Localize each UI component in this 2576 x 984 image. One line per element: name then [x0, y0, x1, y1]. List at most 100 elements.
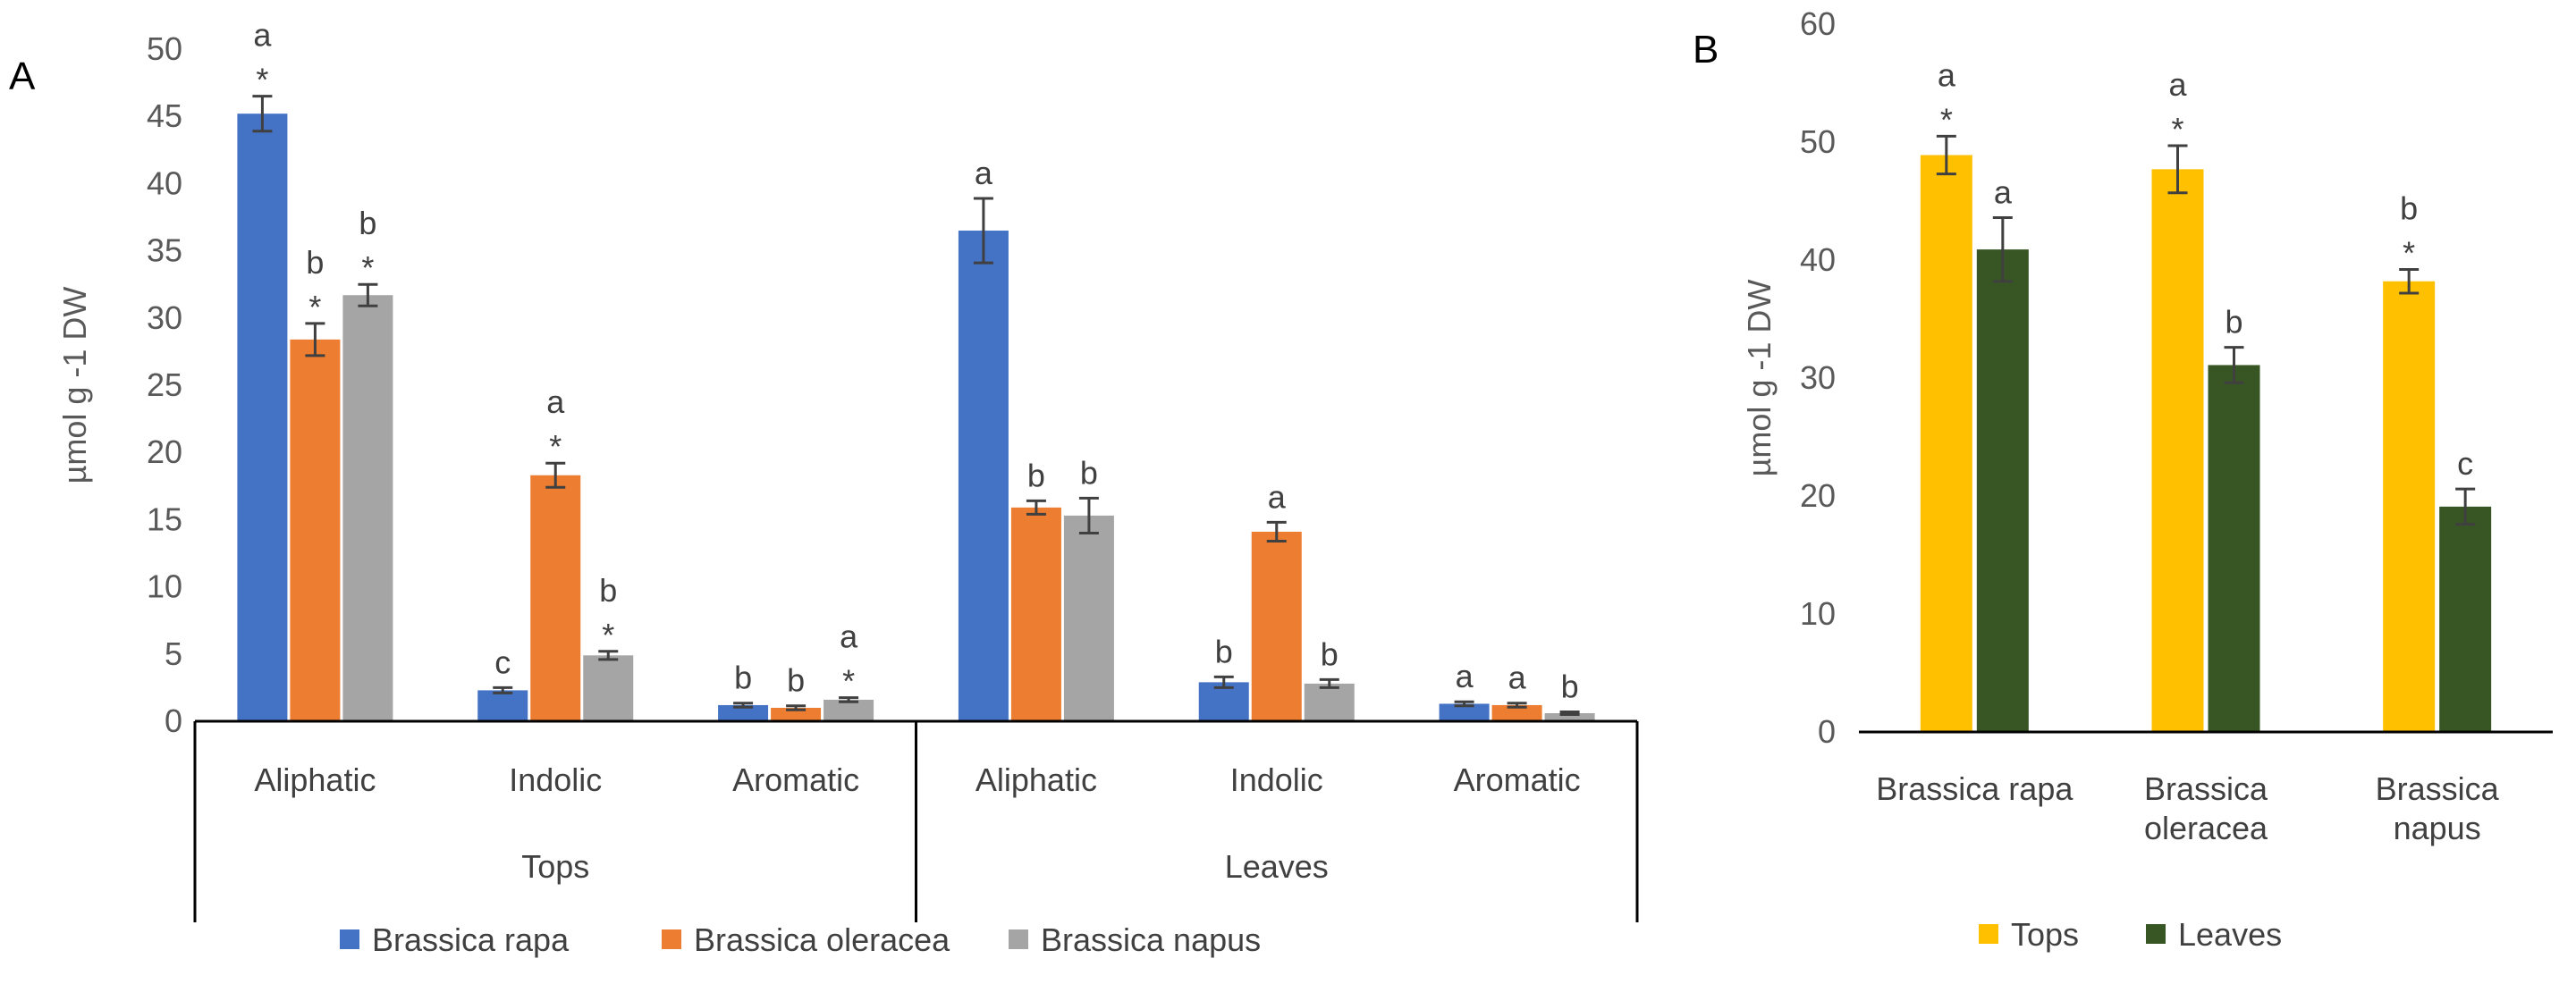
significance-letter: b	[787, 662, 805, 699]
significance-letter: b	[1215, 633, 1233, 669]
significance-letter: a	[546, 383, 565, 420]
bar	[1976, 249, 2029, 732]
x-group-label: Tops	[521, 848, 589, 885]
bar	[2439, 506, 2492, 732]
y-axis-title: µmol g -1 DW	[1741, 280, 1778, 477]
significance-star: *	[256, 62, 268, 98]
significance-letter: a	[975, 155, 993, 191]
bar	[1251, 531, 1302, 721]
bar	[2208, 365, 2260, 732]
y-tick-label: 25	[147, 366, 182, 403]
legend-swatch	[2146, 924, 2166, 944]
y-tick-label: 50	[1800, 123, 1836, 160]
significance-letter: b	[1321, 635, 1339, 672]
bar	[718, 704, 769, 721]
bar	[1491, 704, 1542, 721]
legend-label: Brassica oleracea	[694, 921, 950, 958]
significance-star: *	[2403, 235, 2415, 272]
significance-letter: c	[2457, 445, 2473, 482]
significance-letter: a	[1994, 173, 2013, 210]
y-tick-label: 60	[1800, 5, 1836, 42]
significance-star: *	[308, 289, 321, 325]
y-tick-label: 10	[1800, 595, 1836, 632]
y-tick-label: 40	[1800, 241, 1836, 278]
chart-b: 0 10 20 30 40 50 60 µmol g -1 DW * a * a * b a b c Brassi…	[1741, 5, 2553, 953]
y-tick-label: 10	[147, 568, 182, 605]
bar	[1304, 683, 1355, 721]
significance-letter: a	[1938, 56, 1956, 93]
bar	[958, 231, 1009, 721]
bar	[2383, 281, 2436, 732]
significance-letter: b	[2400, 190, 2418, 227]
x-category-label: Brassica oleracea	[2144, 770, 2268, 846]
y-axis-title: µmol g -1 DW	[56, 287, 93, 484]
x-category-label: Indolic	[1230, 761, 1323, 798]
bar	[290, 339, 341, 721]
legend-swatch	[1009, 929, 1028, 949]
y-tick-label: 40	[147, 164, 182, 201]
bar	[1544, 712, 1595, 721]
significance-letter: b	[2225, 304, 2242, 341]
legend-swatch	[662, 929, 681, 949]
x-category-label: Aliphatic	[976, 761, 1097, 798]
significance-letter: a	[253, 17, 272, 54]
x-category-label: Indolic	[509, 761, 602, 798]
bar	[477, 690, 528, 721]
panel-b-label: B	[1693, 28, 1719, 71]
y-tick-label: 20	[1800, 477, 1836, 514]
significance-letter: c	[494, 643, 511, 680]
significance-letter: b	[359, 205, 376, 241]
legend-label: Brassica napus	[1041, 921, 1261, 958]
x-category-label: Aliphatic	[254, 761, 376, 798]
x-category-label: Brassica rapa	[1876, 770, 2073, 807]
bar	[771, 707, 822, 721]
y-tick-label: 35	[147, 232, 182, 269]
legend-label: Tops	[2011, 916, 2079, 953]
bar	[1920, 155, 1972, 732]
panel-a-label: A	[9, 55, 36, 98]
significance-star: *	[1940, 101, 1953, 138]
x-category-label: Aromatic	[732, 761, 859, 798]
significance-letter: b	[1080, 454, 1098, 491]
x-category-label-line: Brassica	[2376, 770, 2500, 807]
significance-letter: b	[306, 244, 324, 281]
y-tick-label: 0	[165, 702, 182, 739]
significance-star: *	[842, 663, 855, 700]
x-category-label: Brassica napus	[2376, 770, 2500, 846]
significance-letter: b	[1561, 668, 1579, 704]
x-category-label-line: napus	[2394, 810, 2481, 846]
bar	[237, 114, 288, 721]
bar	[342, 295, 393, 721]
x-category-label-line: Brassica rapa	[1876, 770, 2073, 807]
significance-letter: a	[2168, 66, 2187, 103]
significance-letter: a	[840, 618, 858, 655]
significance-letter: b	[599, 572, 617, 609]
significance-star: *	[549, 428, 562, 465]
x-category-label-line: Brassica	[2144, 770, 2268, 807]
bar	[530, 475, 581, 721]
y-tick-label: 5	[165, 635, 182, 672]
y-tick-label: 45	[147, 97, 182, 134]
x-group-label: Leaves	[1225, 848, 1329, 885]
significance-letter: a	[1508, 660, 1527, 696]
significance-letter: b	[734, 660, 752, 696]
significance-letter: a	[1268, 478, 1287, 515]
significance-star: *	[361, 249, 374, 286]
y-tick-label: 30	[1800, 359, 1836, 396]
significance-letter: b	[1027, 457, 1045, 493]
legend-swatch	[340, 929, 359, 949]
x-category-label: Aromatic	[1454, 761, 1581, 798]
y-tick-label: 15	[147, 500, 182, 537]
bar	[1063, 515, 1114, 721]
legend-swatch	[1979, 924, 1998, 944]
bar	[1010, 507, 1061, 721]
bar	[823, 699, 874, 721]
bar	[1439, 703, 1490, 721]
y-tick-label: 20	[147, 433, 182, 470]
significance-star: *	[602, 617, 614, 653]
significance-star: *	[2171, 111, 2183, 147]
legend-label: Brassica rapa	[372, 921, 570, 958]
legend-label: Leaves	[2178, 916, 2282, 953]
